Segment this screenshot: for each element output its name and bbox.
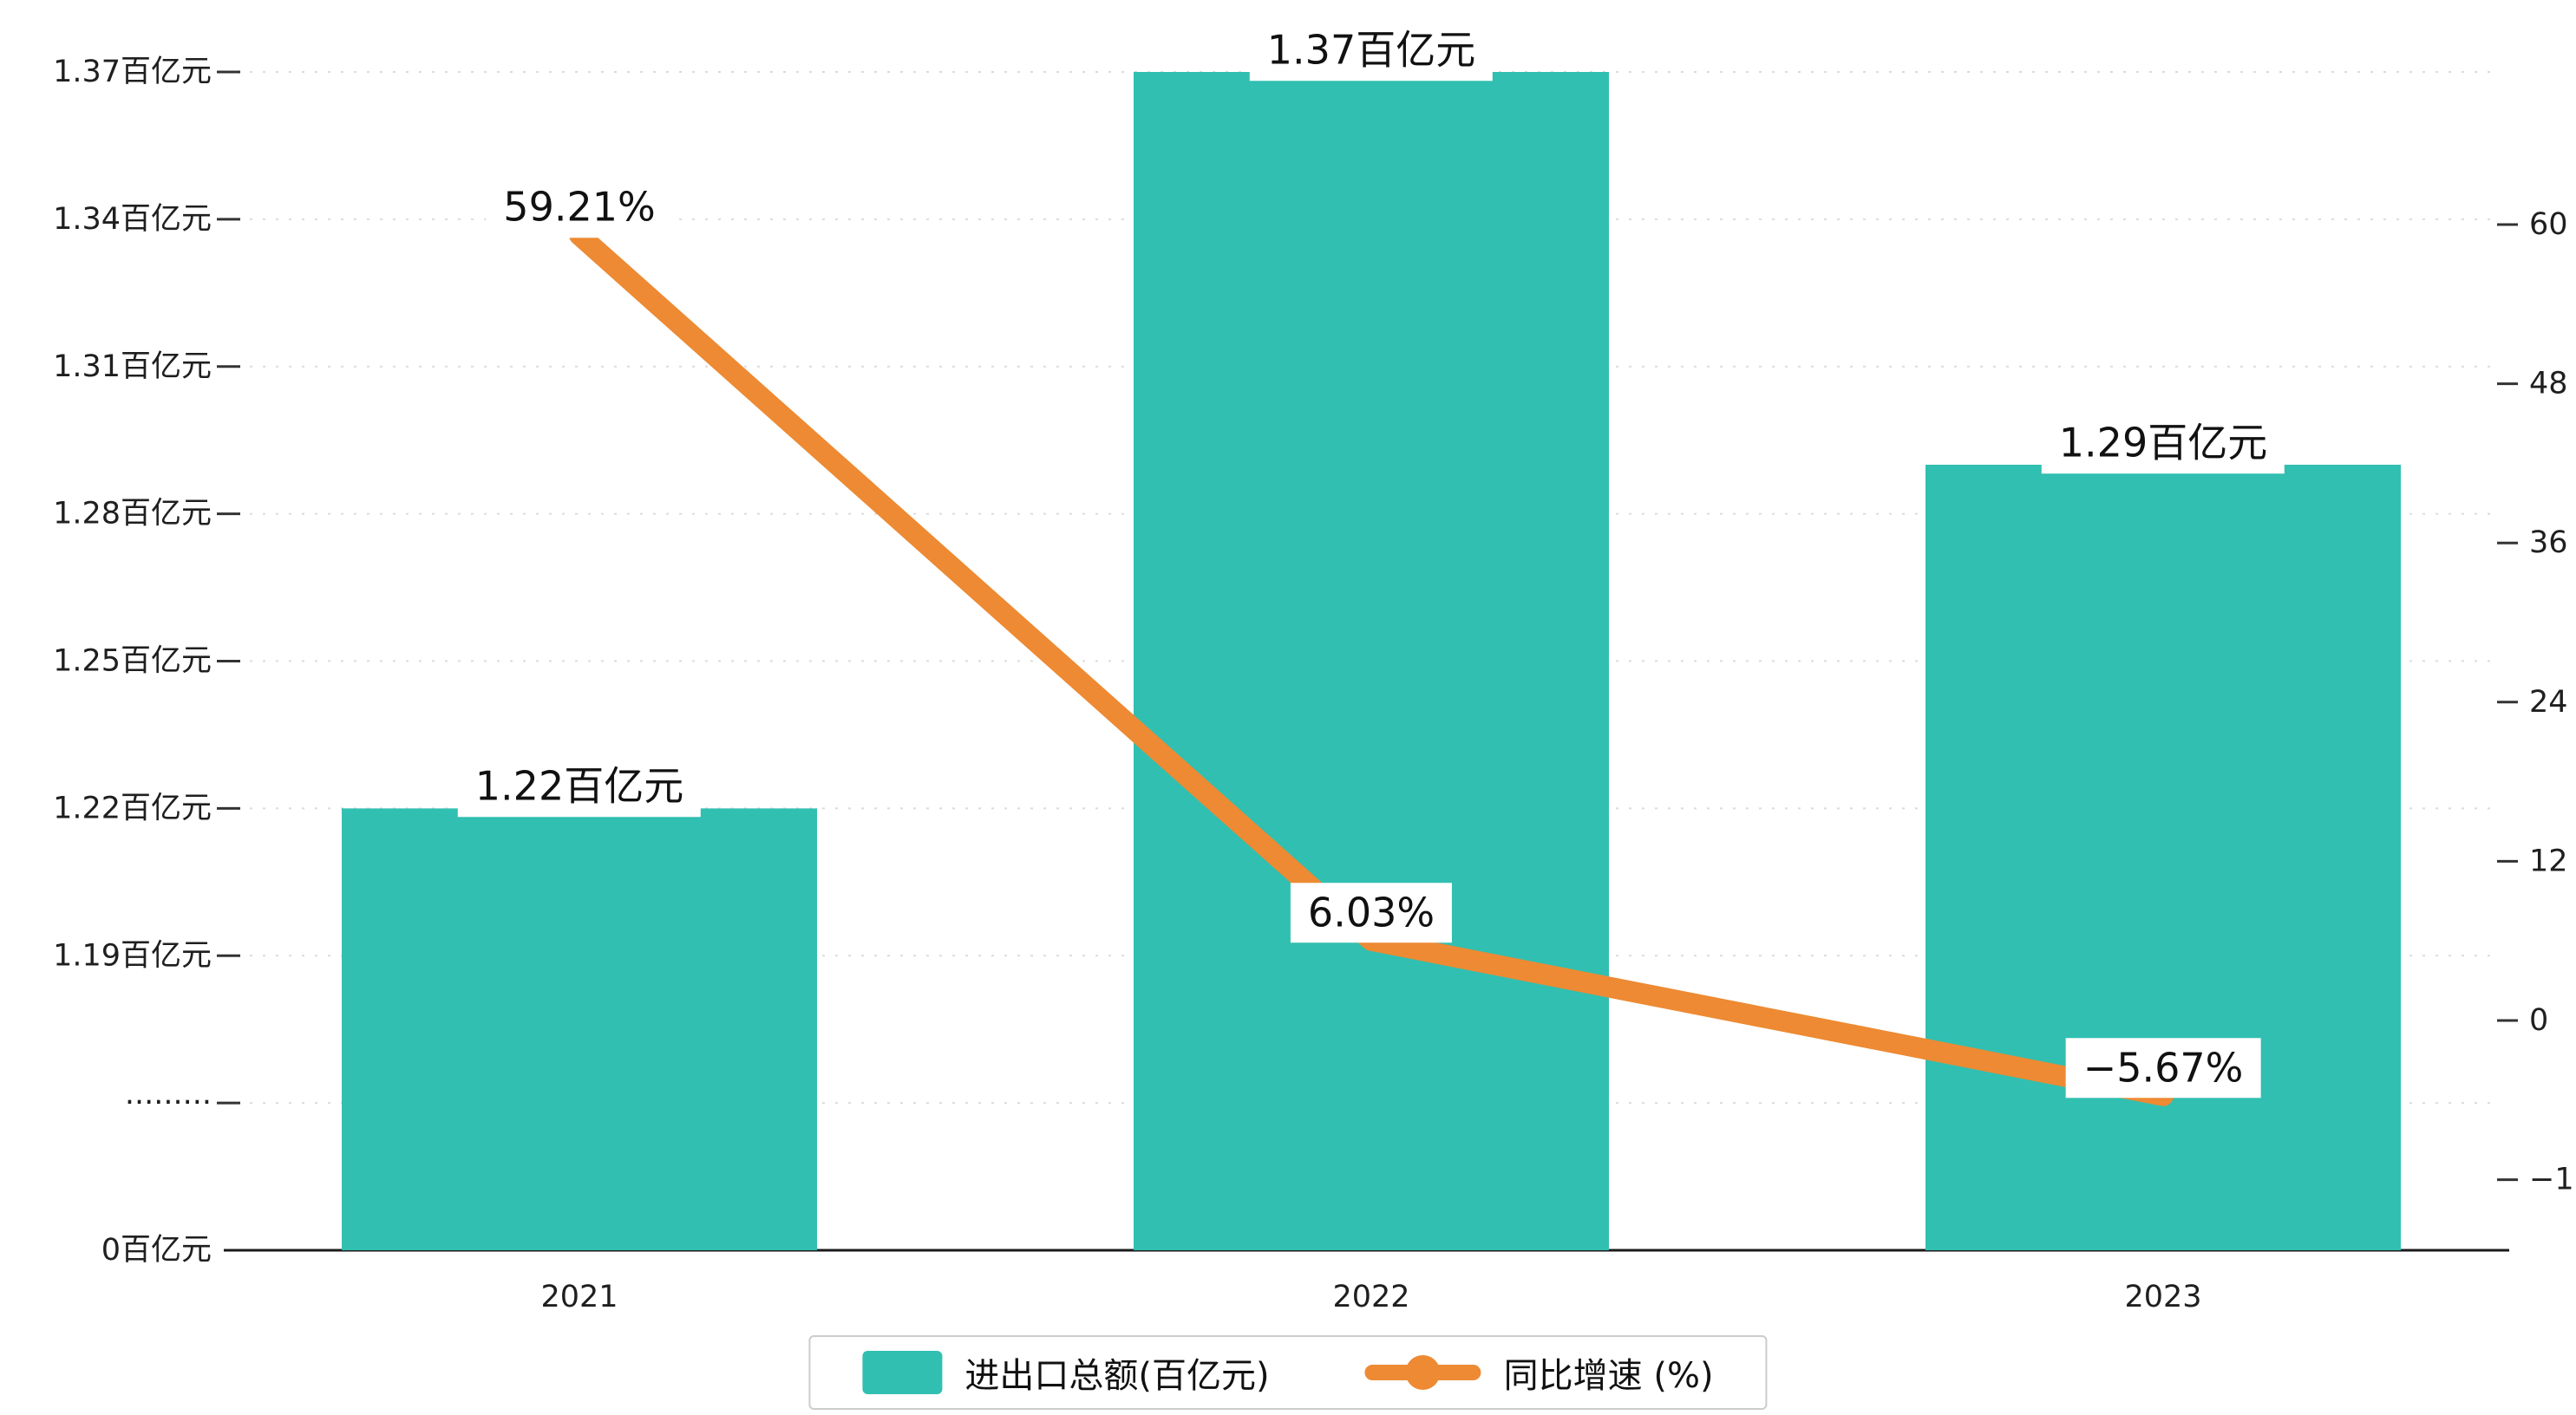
line-series-marker — [1364, 1355, 1481, 1390]
left-axis-tick-label: 0百亿元 — [101, 1233, 212, 1268]
line-value-label: 59.21% — [486, 177, 673, 238]
line-value-label: −5.67% — [2065, 1038, 2261, 1099]
left-axis-tick-label: 1.19百亿元 — [53, 938, 212, 973]
x-axis-category-label: 2021 — [540, 1280, 618, 1314]
bar-value-label: 1.37百亿元 — [1249, 20, 1494, 81]
bar-2022 — [1134, 72, 1609, 1250]
x-axis-category-label: 2023 — [2124, 1280, 2201, 1314]
bar-2021 — [342, 808, 817, 1250]
line-marker-dot — [1405, 1355, 1441, 1390]
right-axis-tick-label: 60 — [2529, 207, 2568, 242]
bar-value-label: 1.22百亿元 — [457, 756, 702, 818]
right-axis-tick-label: −12 — [2529, 1163, 2576, 1197]
legend-label-bar: 进出口总额(百亿元) — [964, 1356, 1270, 1396]
right-axis-tick-label: 36 — [2529, 525, 2568, 560]
left-axis-tick-label: 1.37百亿元 — [53, 55, 212, 89]
legend-item-line: 同比增速 (%) — [1364, 1347, 1714, 1398]
right-axis-tick-label: 12 — [2529, 844, 2568, 878]
legend: 进出口总额(百亿元) 同比增速 (%) — [808, 1335, 1768, 1410]
line-value-label: 6.03% — [1290, 882, 1453, 943]
legend-label-line: 同比增速 (%) — [1503, 1356, 1714, 1396]
left-axis-tick-label: ········· — [125, 1086, 212, 1120]
left-axis-tick-label: 1.22百亿元 — [53, 791, 212, 825]
left-axis-tick-label: 1.34百亿元 — [53, 202, 212, 237]
right-axis-tick-label: 24 — [2529, 685, 2568, 720]
right-axis-tick-label: 0 — [2529, 1003, 2548, 1038]
legend-item-bar: 进出口总额(百亿元) — [862, 1347, 1270, 1398]
left-axis-tick-label: 1.31百亿元 — [53, 349, 212, 384]
left-axis-tick-label: 1.28百亿元 — [53, 497, 212, 531]
left-axis-tick-label: 1.25百亿元 — [53, 644, 212, 679]
bar-2023 — [1925, 465, 2401, 1250]
bar-value-label: 1.29百亿元 — [2041, 413, 2285, 473]
bar-series-swatch — [862, 1351, 943, 1394]
x-axis-category-label: 2022 — [1332, 1280, 1409, 1314]
right-axis-tick-label: 48 — [2529, 367, 2568, 401]
